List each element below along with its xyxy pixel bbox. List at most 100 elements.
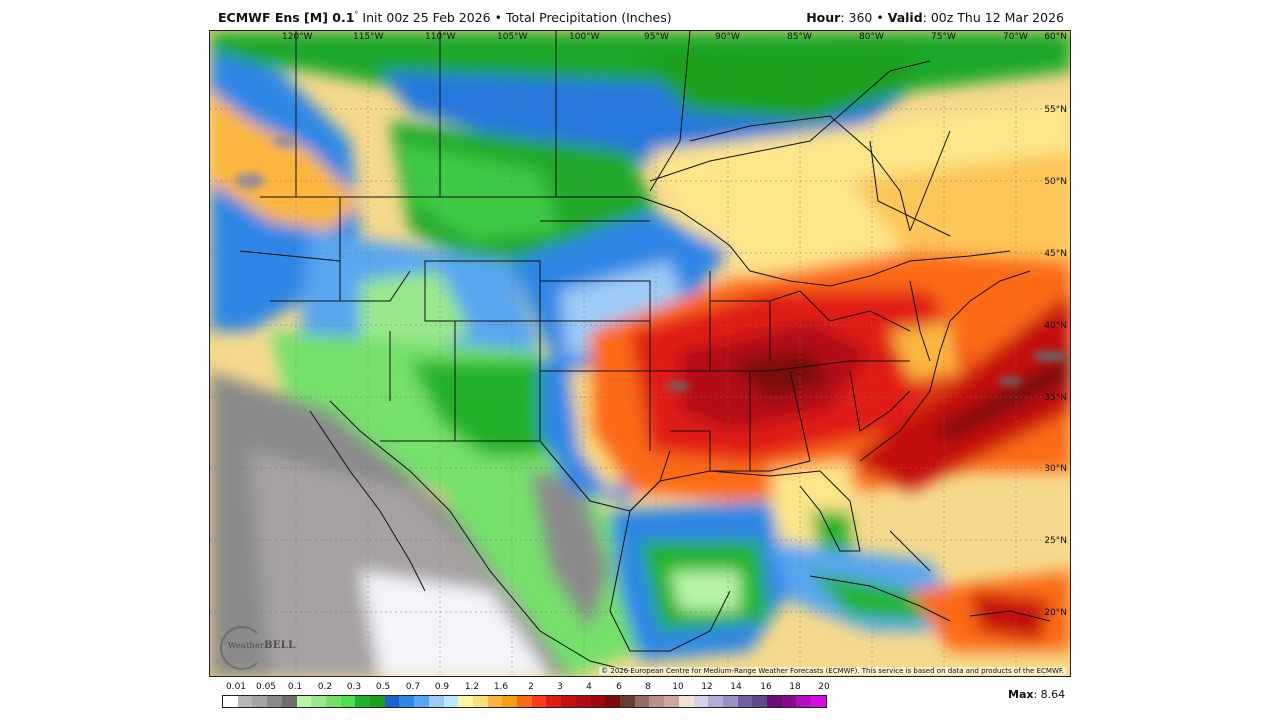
legend-swatch <box>428 696 444 707</box>
lat-label-45n: 45°N <box>1044 249 1067 259</box>
legend-swatch <box>649 696 665 707</box>
logo-swirl-icon <box>220 626 264 670</box>
legend-tick-label: 16 <box>760 682 772 692</box>
valid-label: Valid <box>887 10 923 25</box>
lon-label-75w: 75°W <box>931 32 956 42</box>
legend-swatch <box>355 696 371 707</box>
legend-labels: 0.01 0.05 0.1 0.2 0.3 0.5 0.7 0.9 1.2 1.6 2 3 4 6 8 10 1… <box>222 682 830 694</box>
lat-label-55n: 55°N <box>1044 105 1067 115</box>
legend-tick-label: 0.3 <box>346 682 362 692</box>
lon-label-85w: 85°W <box>787 32 812 42</box>
legend-colorbar <box>222 695 827 708</box>
lon-label-115w: 115°W <box>353 32 384 42</box>
legend-swatch <box>340 696 356 707</box>
logo-brand: BELL <box>264 640 296 651</box>
legend-tick-label: 0.5 <box>375 682 391 692</box>
legend-swatch <box>708 696 723 707</box>
legend-swatch <box>472 696 488 707</box>
hour-label: Hour <box>806 10 841 25</box>
graticule <box>210 31 1070 676</box>
max-value: Max: 8.64 <box>1008 688 1065 701</box>
map-header: ECMWF Ens [M] 0.1° Init 00z 25 Feb 2026 … <box>218 10 1064 28</box>
legend-swatch <box>590 696 606 707</box>
legend-tick-label: 8 <box>645 682 651 692</box>
legend-tick-label: 1.6 <box>493 682 509 692</box>
legend-swatch <box>752 696 768 707</box>
legend-swatch <box>664 696 679 707</box>
legend-swatch <box>384 696 400 707</box>
legend-swatch <box>487 696 503 707</box>
legend-tick-label: 0.7 <box>405 682 421 692</box>
logo-text: WeatherBELL <box>228 640 295 651</box>
weatherbell-logo: WeatherBELL <box>216 624 295 670</box>
legend-tick-label: 12 <box>701 682 713 692</box>
lat-label-35n: 35°N <box>1044 393 1067 403</box>
lat-label-40n: 40°N <box>1044 321 1067 331</box>
legend-swatch <box>502 696 518 707</box>
model-name: ECMWF Ens [M] 0.1 <box>218 10 355 26</box>
precip-field <box>210 31 1070 676</box>
legend-swatch <box>443 696 459 707</box>
legend-tick-label: 18 <box>789 682 801 692</box>
legend-tick-label: 6 <box>616 682 622 692</box>
valid-info: Hour: 360 • Valid: 00z Thu 12 Mar 2026 <box>806 10 1064 25</box>
legend-swatch <box>781 696 797 707</box>
max-label: Max <box>1008 688 1034 701</box>
legend-swatch <box>311 696 326 707</box>
legend-tick-label: 10 <box>672 682 684 692</box>
lon-label-90w: 90°W <box>715 32 740 42</box>
legend-swatch <box>223 696 238 707</box>
legend-swatch <box>531 696 547 707</box>
lon-label-95w: 95°W <box>644 32 669 42</box>
lon-label-105w: 105°W <box>497 32 528 42</box>
legend-swatch <box>796 696 812 707</box>
max-number: : 8.64 <box>1033 688 1066 701</box>
legend-swatch <box>619 696 635 707</box>
lat-label-20n: 20°N <box>1044 608 1067 618</box>
legend-swatch <box>605 696 620 707</box>
legend-tick-label: 2 <box>528 682 534 692</box>
degree-symbol: ° <box>354 10 359 19</box>
product-name: Total Precipitation (Inches) <box>505 10 672 26</box>
legend-tick-label: 3 <box>557 682 563 692</box>
lon-label-120w: 120°W <box>282 32 313 42</box>
legend-swatch <box>458 696 473 707</box>
legend-swatch <box>811 696 826 707</box>
legend-tick-label: 0.9 <box>434 682 450 692</box>
valid-separator: • <box>876 10 884 25</box>
legend-swatch <box>678 696 694 707</box>
hour-value: : 360 <box>840 10 873 25</box>
legend-swatch <box>296 696 312 707</box>
legend-tick-label: 0.1 <box>287 682 303 692</box>
legend-swatch <box>399 696 415 707</box>
legend-swatch <box>267 696 282 707</box>
legend-swatch <box>281 696 297 707</box>
copyright-notice: © 2026 European Centre for Medium-Range … <box>599 667 1066 675</box>
lon-label-110w: 110°W <box>425 32 456 42</box>
lat-label-30n: 30°N <box>1044 464 1067 474</box>
legend-swatch <box>237 696 253 707</box>
legend-tick-label: 0.2 <box>317 682 333 692</box>
legend-tick-label: 14 <box>730 682 742 692</box>
precip-legend: 0.01 0.05 0.1 0.2 0.3 0.5 0.7 0.9 1.2 1.6 2 3 4 6 8 10 1… <box>222 682 830 708</box>
legend-tick-label: 4 <box>586 682 592 692</box>
legend-swatch <box>634 696 650 707</box>
legend-swatch <box>546 696 562 707</box>
legend-swatch <box>693 696 709 707</box>
legend-swatch <box>561 696 576 707</box>
legend-tick-label: 20 <box>818 682 830 692</box>
legend-tick-label: 1.2 <box>464 682 480 692</box>
legend-swatch <box>737 696 753 707</box>
legend-swatch <box>517 696 532 707</box>
lat-label-60n: 60°N <box>1044 32 1067 42</box>
init-time: Init 00z 25 Feb 2026 <box>362 10 491 26</box>
lon-label-80w: 80°W <box>859 32 884 42</box>
title-separator: • <box>494 10 502 26</box>
lat-label-25n: 25°N <box>1044 536 1067 546</box>
map-title: ECMWF Ens [M] 0.1° Init 00z 25 Feb 2026 … <box>218 10 672 25</box>
boundaries <box>239 31 1051 672</box>
legend-swatch <box>325 696 341 707</box>
logo-prefix: Weather <box>228 641 265 650</box>
legend-swatch <box>722 696 738 707</box>
lon-label-70w: 70°W <box>1003 32 1028 42</box>
